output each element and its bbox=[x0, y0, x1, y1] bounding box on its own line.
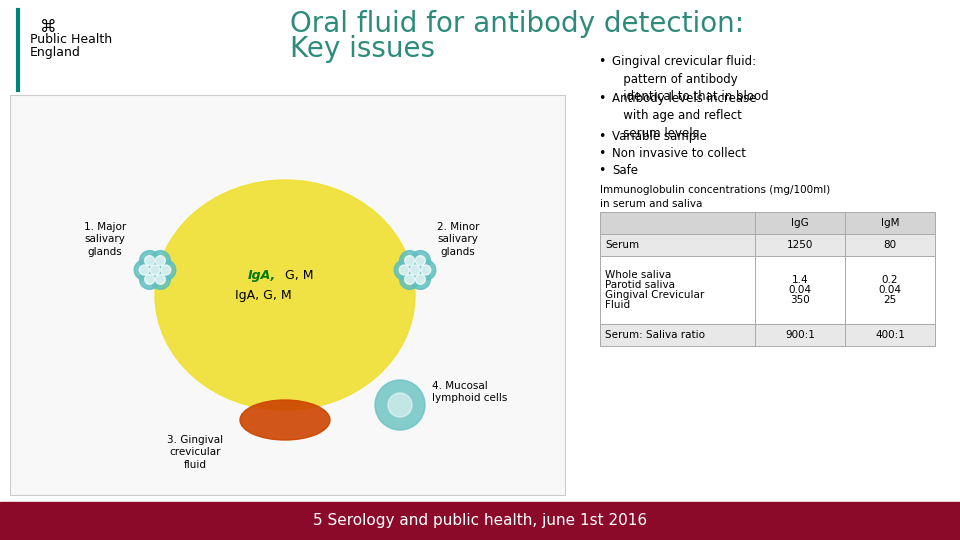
Text: Gingival crevicular fluid:
   pattern of antibody
   identical to that in blood: Gingival crevicular fluid: pattern of an… bbox=[612, 55, 769, 103]
Text: 80: 80 bbox=[883, 240, 897, 250]
Circle shape bbox=[139, 265, 149, 275]
Text: 0.2: 0.2 bbox=[881, 275, 899, 285]
Text: Gingival Crevicular: Gingival Crevicular bbox=[605, 290, 705, 300]
Bar bbox=[755, 234, 845, 256]
Text: Serum: Serum bbox=[605, 240, 639, 250]
Circle shape bbox=[375, 380, 425, 430]
Text: Immunoglobulin concentrations (mg/100ml): Immunoglobulin concentrations (mg/100ml) bbox=[600, 185, 830, 195]
Bar bbox=[755, 212, 845, 234]
Bar bbox=[600, 256, 755, 324]
Circle shape bbox=[139, 251, 159, 271]
Bar bbox=[845, 324, 935, 346]
Bar bbox=[755, 256, 845, 324]
Circle shape bbox=[416, 274, 425, 285]
Circle shape bbox=[145, 255, 155, 266]
Circle shape bbox=[416, 255, 425, 266]
Text: 1. Major
salivary
glands: 1. Major salivary glands bbox=[84, 222, 126, 257]
Bar bbox=[10, 95, 565, 495]
Circle shape bbox=[420, 265, 431, 275]
Circle shape bbox=[399, 251, 420, 271]
Text: Key issues: Key issues bbox=[290, 35, 435, 63]
Circle shape bbox=[416, 260, 436, 280]
Text: 900:1: 900:1 bbox=[785, 330, 815, 340]
Bar bbox=[755, 324, 845, 346]
Text: 1.4: 1.4 bbox=[792, 275, 808, 285]
Text: 0.04: 0.04 bbox=[788, 285, 811, 295]
Text: Variable sample: Variable sample bbox=[612, 130, 707, 143]
Text: •: • bbox=[598, 164, 606, 177]
Text: IgG: IgG bbox=[791, 218, 809, 228]
Circle shape bbox=[410, 265, 420, 275]
Circle shape bbox=[161, 265, 171, 275]
Text: •: • bbox=[598, 130, 606, 143]
Text: •: • bbox=[598, 92, 606, 105]
Text: Non invasive to collect: Non invasive to collect bbox=[612, 147, 746, 160]
Circle shape bbox=[411, 269, 430, 289]
Circle shape bbox=[405, 260, 425, 280]
Circle shape bbox=[395, 260, 414, 280]
Text: England: England bbox=[30, 46, 81, 59]
Circle shape bbox=[404, 255, 415, 266]
Text: Fluid: Fluid bbox=[605, 300, 630, 310]
Text: in serum and saliva: in serum and saliva bbox=[600, 199, 703, 209]
Text: 0.04: 0.04 bbox=[878, 285, 901, 295]
Circle shape bbox=[404, 274, 415, 285]
Circle shape bbox=[156, 260, 176, 280]
Text: IgA, G, M: IgA, G, M bbox=[235, 288, 292, 301]
Circle shape bbox=[399, 265, 409, 275]
Circle shape bbox=[145, 260, 165, 280]
Circle shape bbox=[156, 255, 165, 266]
Circle shape bbox=[399, 269, 420, 289]
Bar bbox=[0, 502, 960, 540]
Text: 5 Serology and public health, june 1st 2016: 5 Serology and public health, june 1st 2… bbox=[313, 514, 647, 529]
Text: Serum: Saliva ratio: Serum: Saliva ratio bbox=[605, 330, 705, 340]
Text: Safe: Safe bbox=[612, 164, 638, 177]
Text: Oral fluid for antibody detection:: Oral fluid for antibody detection: bbox=[290, 10, 744, 38]
Text: 3. Gingival
crevicular
fluid: 3. Gingival crevicular fluid bbox=[167, 435, 223, 470]
Text: 1250: 1250 bbox=[787, 240, 813, 250]
Text: Public Health: Public Health bbox=[30, 33, 112, 46]
Circle shape bbox=[151, 269, 171, 289]
Circle shape bbox=[150, 265, 160, 275]
Text: 2. Minor
salivary
glands: 2. Minor salivary glands bbox=[437, 222, 479, 257]
Text: •: • bbox=[598, 147, 606, 160]
Circle shape bbox=[388, 393, 412, 417]
Circle shape bbox=[151, 251, 171, 271]
Text: Whole saliva: Whole saliva bbox=[605, 270, 671, 280]
Bar bbox=[845, 256, 935, 324]
Circle shape bbox=[411, 251, 430, 271]
Circle shape bbox=[156, 274, 165, 285]
Text: Parotid saliva: Parotid saliva bbox=[605, 280, 675, 290]
Bar bbox=[600, 234, 755, 256]
Bar bbox=[600, 324, 755, 346]
Text: •: • bbox=[598, 55, 606, 68]
Circle shape bbox=[134, 260, 155, 280]
Bar bbox=[600, 212, 755, 234]
Text: ⌘: ⌘ bbox=[39, 18, 57, 36]
Text: IgA,: IgA, bbox=[248, 268, 276, 281]
Text: 4. Mucosal
lymphoid cells: 4. Mucosal lymphoid cells bbox=[432, 381, 508, 403]
Text: G, M: G, M bbox=[285, 268, 314, 281]
Text: 400:1: 400:1 bbox=[876, 330, 905, 340]
Circle shape bbox=[145, 274, 155, 285]
Text: Antibody levels increase
   with age and reflect
   serum levels: Antibody levels increase with age and re… bbox=[612, 92, 756, 140]
Bar bbox=[845, 234, 935, 256]
Ellipse shape bbox=[240, 400, 330, 440]
Bar bbox=[845, 212, 935, 234]
Text: IgM: IgM bbox=[880, 218, 900, 228]
Circle shape bbox=[139, 269, 159, 289]
Text: 25: 25 bbox=[883, 295, 897, 305]
Ellipse shape bbox=[155, 180, 415, 410]
Text: 350: 350 bbox=[790, 295, 810, 305]
